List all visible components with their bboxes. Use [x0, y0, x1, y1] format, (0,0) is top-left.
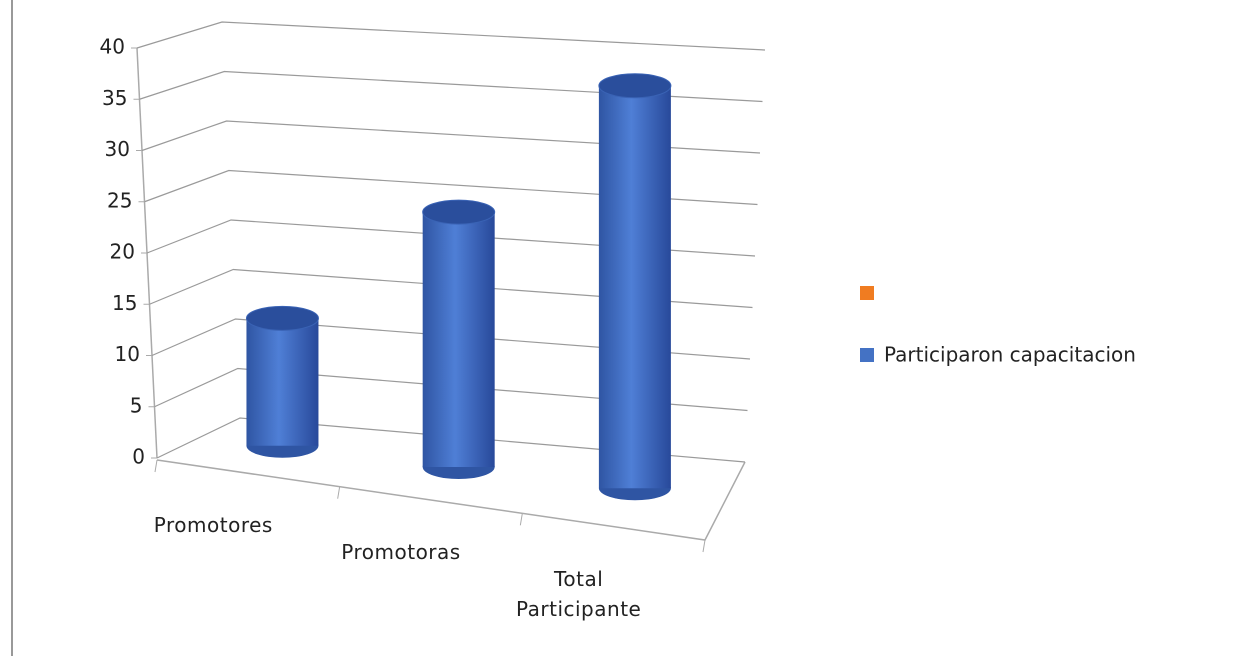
bar-top	[245, 305, 319, 331]
bar	[598, 85, 671, 489]
y-tick-label: 0	[132, 445, 145, 469]
grid-line	[144, 169, 758, 206]
x-tick	[519, 513, 523, 526]
x-tick	[154, 459, 158, 473]
y-tick-label: 35	[102, 86, 127, 110]
legend-swatch	[860, 348, 874, 362]
grid-line	[149, 268, 753, 309]
x-tick	[702, 539, 706, 553]
bar-top	[598, 73, 672, 99]
legend-swatch	[860, 286, 874, 300]
y-tick-label: 5	[130, 393, 143, 417]
legend-label: Participaron capacitacion	[884, 343, 1136, 367]
x-tick-label: Promotores	[153, 513, 273, 538]
y-tick-label: 30	[105, 137, 130, 161]
x-tick-label: Promotoras	[341, 540, 461, 564]
bar	[422, 212, 495, 467]
x-tick-label: Total Participante	[515, 566, 642, 621]
x-tick	[337, 486, 341, 499]
grid-line	[154, 367, 748, 412]
grid-line	[139, 70, 763, 103]
y-tick-label: 40	[100, 35, 125, 59]
bar	[246, 318, 319, 446]
grid-line	[156, 417, 746, 463]
y-tick-label: 15	[112, 291, 137, 315]
y-tick-label: 10	[115, 342, 140, 366]
grid-line	[136, 21, 766, 51]
grid-line	[141, 120, 761, 154]
grid-line	[151, 318, 751, 360]
grid-line	[146, 219, 756, 257]
y-tick-label: 20	[110, 240, 135, 264]
y-tick-label: 25	[107, 188, 132, 212]
bar-top	[422, 199, 496, 225]
